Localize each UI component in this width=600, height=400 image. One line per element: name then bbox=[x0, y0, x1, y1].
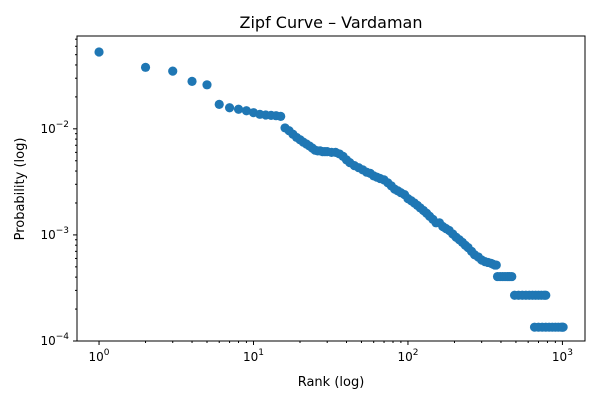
y-axis-label: Probability (log) bbox=[13, 138, 28, 241]
x-tick-label: 102 bbox=[397, 348, 418, 364]
data-point bbox=[140, 62, 151, 72]
data-point bbox=[202, 80, 212, 90]
plot-area-frame bbox=[76, 35, 586, 342]
data-point bbox=[94, 47, 104, 57]
data-point bbox=[224, 103, 235, 113]
x-tick-label: 101 bbox=[243, 348, 264, 364]
data-point bbox=[558, 322, 568, 332]
y-tick-label: 10−4 bbox=[40, 332, 69, 348]
data-point bbox=[187, 76, 197, 86]
points-layer bbox=[94, 47, 568, 332]
x-axis-label: Rank (log) bbox=[298, 375, 365, 390]
data-point bbox=[233, 104, 244, 114]
ticks-layer: 100 101 102 103 10−4 10−3 10−2 bbox=[40, 38, 573, 364]
y-tick-label: 10−3 bbox=[40, 226, 69, 242]
x-tick-label: 103 bbox=[552, 348, 573, 364]
data-point bbox=[241, 106, 252, 116]
data-point bbox=[168, 66, 178, 76]
data-point bbox=[276, 111, 286, 121]
data-point bbox=[507, 271, 517, 282]
data-point bbox=[214, 99, 224, 109]
y-tick-label: 10−2 bbox=[40, 120, 69, 136]
x-tick-label: 100 bbox=[89, 348, 110, 364]
data-point bbox=[541, 290, 551, 300]
data-point bbox=[491, 260, 501, 270]
chart-title: Zipf Curve – Vardaman bbox=[240, 13, 423, 32]
